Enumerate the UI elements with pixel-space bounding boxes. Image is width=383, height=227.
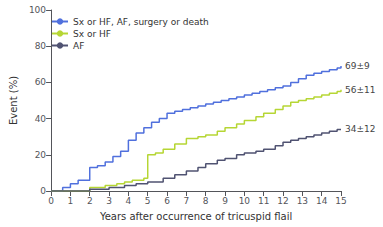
svg-text:9: 9 [222,196,228,206]
svg-text:34±12: 34±12 [345,124,375,134]
svg-text:2: 2 [87,196,93,206]
svg-text:6: 6 [164,196,170,206]
svg-text:Sx or HF: Sx or HF [73,29,111,39]
svg-text:3: 3 [106,196,112,206]
svg-text:Years after occurrence of tric: Years after occurrence of tricuspid flai… [99,211,292,222]
svg-text:40: 40 [35,114,47,124]
svg-text:AF: AF [73,41,84,51]
svg-text:Event (%): Event (%) [8,76,19,125]
svg-text:1: 1 [68,196,74,206]
svg-text:0: 0 [40,186,46,196]
svg-text:5: 5 [145,196,151,206]
svg-text:8: 8 [203,196,209,206]
svg-text:11: 11 [258,196,269,206]
svg-text:4: 4 [126,196,132,206]
svg-text:60: 60 [35,77,47,87]
svg-text:Sx or HF, AF, surgery or death: Sx or HF, AF, surgery or death [73,17,209,27]
svg-text:20: 20 [35,150,47,160]
svg-text:0: 0 [48,196,54,206]
svg-text:100: 100 [29,5,46,15]
svg-text:7: 7 [184,196,190,206]
svg-text:80: 80 [35,41,47,51]
svg-text:10: 10 [239,196,251,206]
svg-text:69±9: 69±9 [345,61,370,71]
svg-text:13: 13 [297,196,308,206]
svg-text:14: 14 [316,196,328,206]
svg-text:15: 15 [335,196,346,206]
svg-text:12: 12 [277,196,288,206]
svg-text:56±11: 56±11 [345,85,375,95]
